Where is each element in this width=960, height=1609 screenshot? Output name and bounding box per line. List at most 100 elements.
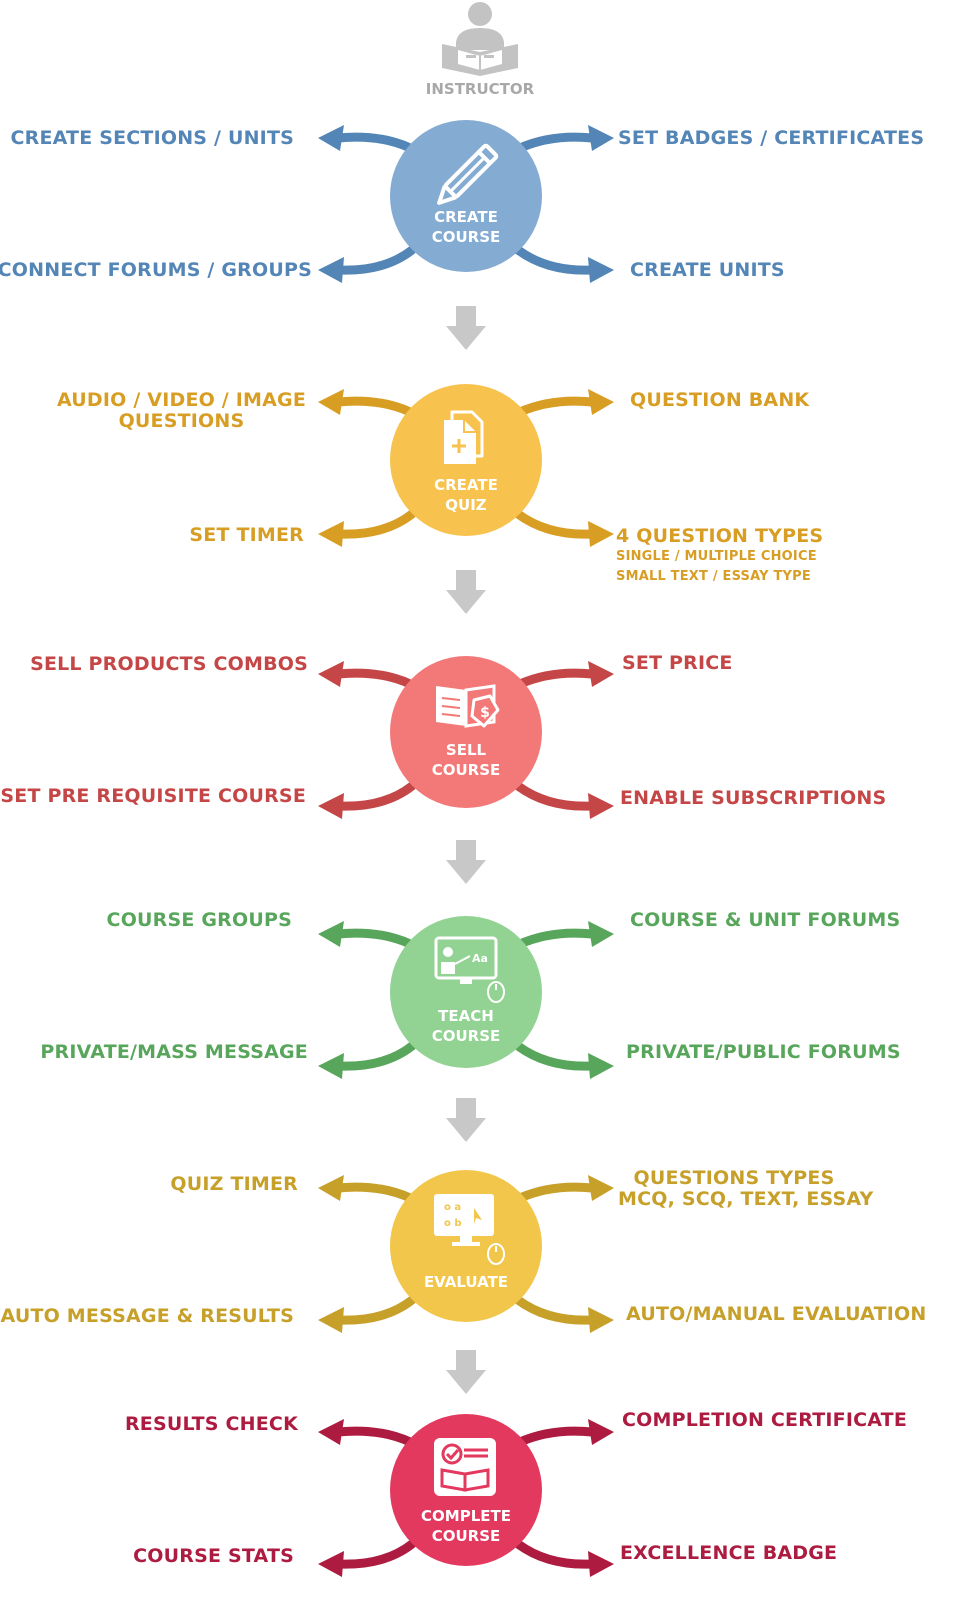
add-document-icon [444,410,484,464]
create-course-node: CREATE COURSE [390,120,542,272]
complete-course-node: COMPLETE COURSE [390,1414,542,1566]
flow-arrow-3 [446,840,486,884]
label-sell-products-combos: SELL PRODUCTS COMBOS [30,653,308,675]
create-course-connector-top-left [333,132,415,153]
label-course-unit-forums: COURSE & UNIT FORUMS [630,909,901,931]
svg-text:o a: o a [444,1202,461,1213]
teach-course-arrowhead-top-left [318,921,344,947]
label-quiz-timer: QUIZ TIMER [170,1173,298,1195]
create-quiz-arrowhead-top-right [588,389,614,415]
monitor-quiz-icon: o a o b [434,1194,505,1265]
evaluate-connector-bottom-left [333,1295,417,1325]
teach-course-arrowhead-bottom-left [318,1053,344,1079]
teach-course-arrowhead-bottom-right [588,1053,614,1079]
pencil-icon [437,143,499,205]
teach-course-connector-bottom-left [333,1041,417,1071]
create-quiz-arrowhead-top-left [318,389,344,415]
complete-course-connector-top-left [333,1426,415,1447]
create-course-connector-bottom-left [333,245,417,275]
complete-course-arrowhead-top-left [318,1419,344,1445]
price-tag-book-icon: $ [436,684,500,728]
create-course-arrowhead-top-right [588,125,614,151]
create-course-connector-top-right [515,132,597,153]
flow-arrow-2 [446,570,486,614]
label-questions-types: QUESTIONS TYPES MCQ, SCQ, TEXT, ESSAY [618,1167,874,1210]
sell-course-connector-bottom-right [513,781,597,811]
create-course-title: CREATE COURSE [431,208,501,246]
label-question-types: 4 QUESTION TYPES SINGLE / MULTIPLE CHOIC… [616,525,824,585]
flow-arrow-4 [446,1098,486,1142]
create-course-arrowhead-top-left [318,125,344,151]
sell-course-arrowhead-top-left [318,661,344,687]
complete-course-connector-bottom-right [513,1539,597,1569]
complete-course-connector-bottom-left [333,1539,417,1569]
sell-course-connector-top-right [515,668,597,689]
instructor-label: INSTRUCTOR [425,80,535,98]
label-set-price: SET PRICE [622,652,733,674]
create-course-connector-bottom-right [513,245,597,275]
label-excellence-badge: EXCELLENCE BADGE [620,1542,838,1564]
label-create-units: CREATE UNITS [630,259,785,281]
reading-person-icon [442,2,518,76]
certificate-book-icon [434,1438,496,1496]
create-quiz-arrowhead-bottom-right [588,521,614,547]
teach-course-title: TEACH COURSE [431,1007,501,1045]
label-results-check: RESULTS CHECK [124,1413,298,1435]
evaluate-connector-top-right [515,1182,597,1203]
create-quiz-connector-top-left [333,396,415,417]
evaluate-arrowhead-bottom-left [318,1307,344,1333]
label-auto-message-results: AUTO MESSAGE & RESULTS [0,1305,294,1327]
sell-course-connector-bottom-left [333,781,417,811]
evaluate-title: EVALUATE [423,1273,509,1291]
label-private-public-forums: PRIVATE/PUBLIC FORUMS [626,1041,901,1063]
evaluate-connector-bottom-right [513,1295,597,1325]
label-auto-manual-evaluation: AUTO/MANUAL EVALUATION [626,1303,927,1325]
label-question-bank: QUESTION BANK [630,389,810,411]
instructor: INSTRUCTOR [418,0,542,100]
complete-course-title: COMPLETE COURSE [421,1507,511,1545]
create-quiz-title: CREATE QUIZ [434,476,498,514]
evaluate-node: o a o b EVALUATE [390,1170,542,1322]
label-set-badges: SET BADGES / CERTIFICATES [618,127,925,149]
teach-course-arrowhead-top-right [588,921,614,947]
complete-course-arrowhead-bottom-left [318,1551,344,1577]
sell-course-arrowhead-top-right [588,661,614,687]
teach-course-node: Aa TEACH COURSE [390,916,542,1068]
evaluate-arrowhead-top-right [588,1175,614,1201]
label-create-sections: CREATE SECTIONS / UNITS [10,127,294,149]
create-quiz-connector-top-right [515,396,597,417]
teach-course-connector-top-right [515,928,597,949]
complete-course-arrowhead-top-right [588,1419,614,1445]
create-quiz-node: CREATE QUIZ [390,384,542,536]
label-audio-video-image: AUDIO / VIDEO / IMAGE QUESTIONS [56,389,306,432]
svg-text:o b: o b [444,1218,462,1229]
label-private-mass-message: PRIVATE/MASS MESSAGE [40,1041,308,1063]
label-course-stats: COURSE STATS [133,1545,294,1567]
evaluate-arrowhead-top-left [318,1175,344,1201]
sell-course-arrowhead-bottom-left [318,793,344,819]
sell-course-title: SELL COURSE [431,741,501,779]
create-quiz-connector-bottom-right [513,509,597,539]
flow-arrow-1 [446,306,486,350]
label-set-prerequisite: SET PRE REQUISITE COURSE [0,785,306,807]
svg-text:$: $ [480,705,490,721]
sell-course-connector-top-left [333,668,415,689]
label-set-timer: SET TIMER [189,524,304,546]
evaluate-arrowhead-bottom-right [588,1307,614,1333]
evaluate-connector-top-left [333,1182,415,1203]
create-quiz-arrowhead-bottom-left [318,521,344,547]
teach-course-connector-bottom-right [513,1041,597,1071]
label-completion-certificate: COMPLETION CERTIFICATE [622,1409,908,1431]
create-course-arrowhead-bottom-right [588,257,614,283]
sell-course-arrowhead-bottom-right [588,793,614,819]
label-connect-forums: CONNECT FORUMS / GROUPS [0,259,312,281]
svg-text:Aa: Aa [472,952,488,965]
create-course-arrowhead-bottom-left [318,257,344,283]
flow-arrow-5 [446,1350,486,1394]
create-quiz-connector-bottom-left [333,509,417,539]
teacher-board-icon: Aa [434,936,505,1003]
sell-course-node: $ SELL COURSE [390,656,542,808]
complete-course-connector-top-right [515,1426,597,1447]
label-enable-subscriptions: ENABLE SUBSCRIPTIONS [620,787,887,809]
